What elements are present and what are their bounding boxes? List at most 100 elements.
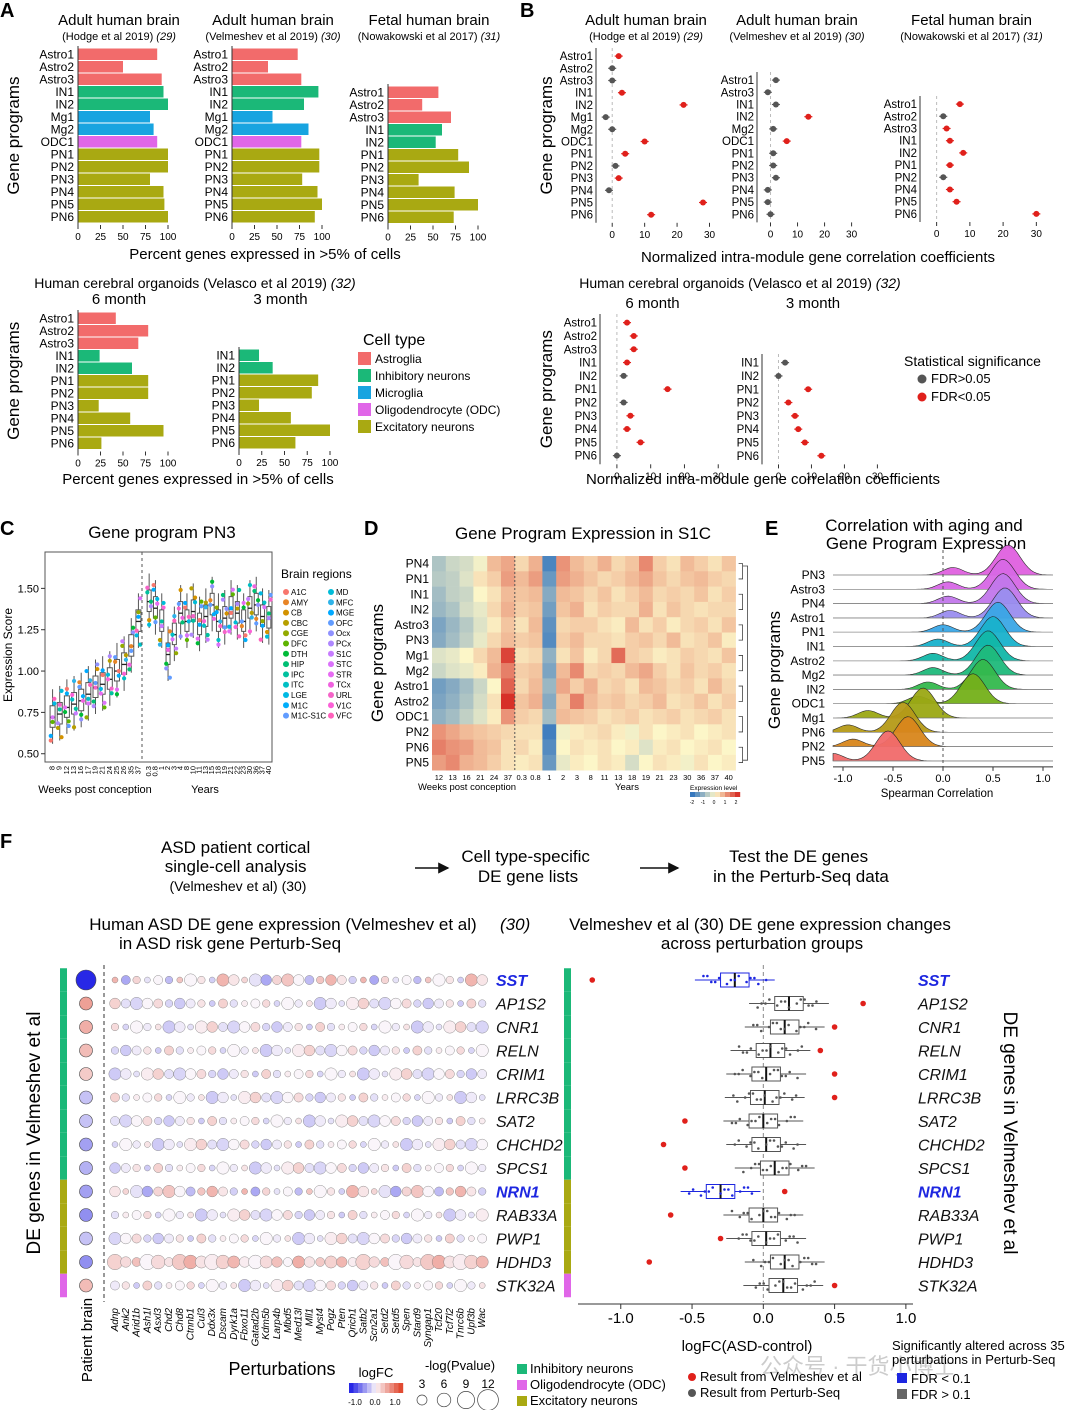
perturbation-dot [392,976,399,984]
perturbation-dot [241,1000,248,1007]
legend-label: LGE [291,691,307,700]
perturbation-label: Gatad2b [250,1308,261,1347]
region-point [203,600,208,605]
perturbation-dot [357,1185,370,1198]
perturbation-dot [478,999,487,1008]
perturbation-dot [270,1279,284,1292]
legend-gradient-step [735,792,741,797]
perturbation-dot [304,1163,315,1173]
heatmap-cell [432,647,447,664]
gene-group-bar [564,1038,571,1063]
velmeshev-point [660,1141,667,1148]
category-label: PN3 [732,173,754,185]
perturbseq-point [764,1241,768,1244]
heatmap-cell [625,709,640,725]
region-point [167,675,172,680]
perturbation-dot [336,1232,348,1245]
heatmap-cell [459,571,474,587]
perturbseq-point [794,1094,798,1097]
perturbation-dot [368,1256,380,1268]
x-tick-label: 20 [839,471,851,482]
heatmap-cell [625,571,640,587]
velmeshev-point [831,1071,838,1077]
perturbation-dot [142,1092,153,1103]
category-label: IN2 [55,97,74,111]
perturbseq-point [804,1164,808,1168]
heatmap-cell [666,724,681,740]
region-point [208,598,213,603]
region-point [192,595,198,600]
legend-label: S1C [336,650,352,659]
perturbation-label: Upf3b [466,1308,477,1335]
x-tick-label: 9 [55,766,64,770]
perturbation-dot [282,1210,293,1220]
heatmap-cell [501,709,516,725]
dendrogram-branch [738,624,743,641]
legend-tick: 3 [419,1377,426,1391]
perturbseq-point [737,974,741,978]
perturbseq-point [752,1023,755,1027]
category-label: Astro3 [560,76,593,88]
category-label: IN1 [736,100,754,112]
point [767,211,774,218]
region-point [73,706,78,711]
perturbation-dot [465,1091,478,1104]
region-point [157,637,163,643]
perturbation-dot [164,976,173,985]
perturbation-dot [378,1185,392,1198]
heatmap-cell [708,709,723,725]
x-tick-label: 0 [236,458,242,469]
perturbation-dot [338,1188,345,1195]
perturbation-dot [164,1069,174,1079]
perturbation-dot [132,1140,141,1149]
perturbation-dot [359,1046,368,1055]
bar [388,211,454,223]
category-label: Astro1 [39,311,74,325]
perturbation-dot [197,1163,206,1172]
x-tick-label: 0 [768,229,774,240]
heatmap-cell [625,739,640,756]
perturbseq-point [795,1029,798,1033]
legend-dot [283,692,289,698]
perturbseq-point [750,1119,753,1123]
region-point [55,721,61,726]
legend-tick: -2 [690,800,695,806]
dendrogram-branch [738,593,743,610]
heatmap-cell [721,632,736,649]
perturbation-dot [227,1044,241,1057]
bar-chart-A-organoid-6month: 6 monthAstro1Astro2Astro3IN1IN2PN1PN2PN3… [4,291,177,470]
row-label: PN3 [802,568,826,582]
perturbation-label: Setd2 [380,1308,391,1335]
perturbseq-point [742,1211,746,1215]
heatmap-cell [514,754,529,771]
heatmap-cell [432,754,447,771]
category-label: PN3 [737,411,759,423]
perturbation-dot [162,1208,176,1222]
heatmap-cell [694,617,709,633]
perturbation-dot [261,1069,272,1079]
perturbseq-point [768,1237,772,1240]
perturbation-dot [284,1235,291,1242]
x-tick-label: 4 [176,766,185,770]
perturbation-dot [325,1162,337,1174]
legend-gradient-step [725,792,731,797]
region-point [195,641,200,646]
perturbation-dot [194,1020,208,1034]
x-tick-label: 26 [119,766,128,774]
perturbation-dot [120,1068,132,1080]
perturbation-dot [132,1163,141,1172]
x-tick-label: 36 [251,766,260,774]
legend-label: Excitatory neurons [375,420,474,434]
dot-chart-B-adult-hodge: Adult human brain(Hodge et al 2019) (29)… [537,12,716,241]
heatmap-cell [514,586,529,603]
heatmap-cell [721,678,736,694]
category-label: ODC1 [195,135,229,149]
region-point [147,618,152,623]
perturbation-dot [304,975,315,985]
heatmap-cell [721,709,736,725]
perturbation-dot [110,1092,120,1103]
heatmap-cell [694,571,709,587]
perturbseq-point [699,1194,703,1197]
gene-label: SST [496,973,528,990]
perturbation-dot [292,1255,305,1269]
